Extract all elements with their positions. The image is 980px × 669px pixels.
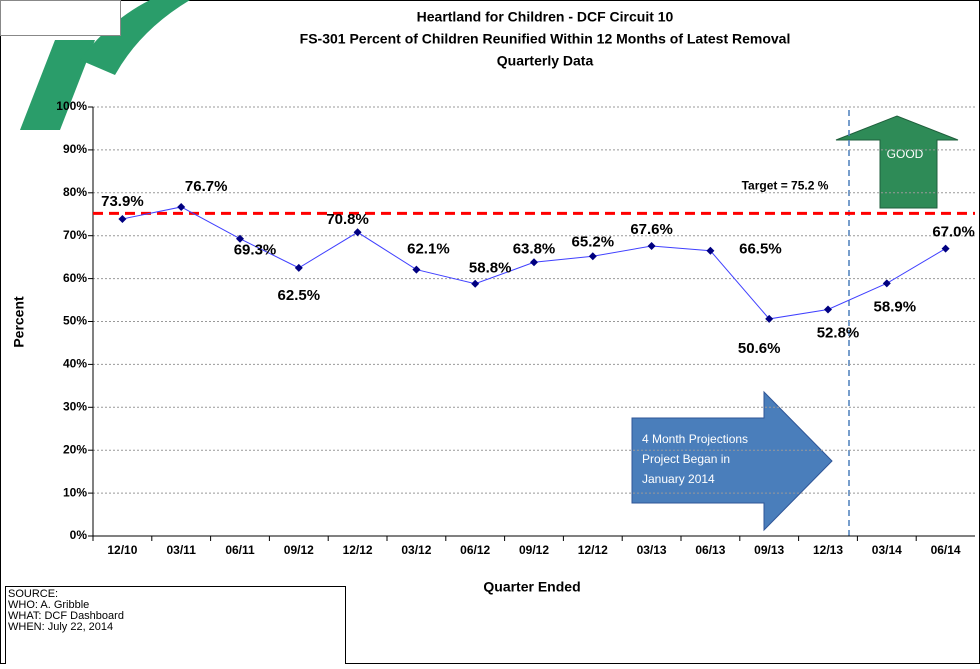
data-label: 58.9%	[874, 298, 917, 315]
data-point	[471, 279, 480, 288]
data-point	[353, 228, 362, 237]
y-tick-label: 90%	[63, 142, 87, 156]
data-label: 69.3%	[234, 242, 277, 259]
data-point	[588, 252, 597, 261]
data-label: 70.8%	[326, 211, 369, 228]
x-tick-label: 09/13	[754, 543, 784, 557]
source-text: SOURCE:	[8, 588, 58, 600]
x-tick-label: 03/12	[401, 543, 431, 557]
data-label: 66.5%	[739, 241, 782, 258]
y-tick-label: 0%	[70, 528, 88, 542]
projection-note: Project Began in	[642, 452, 730, 466]
y-tick-label: 80%	[63, 185, 87, 199]
data-point	[118, 214, 127, 223]
y-tick-label: 50%	[63, 314, 87, 328]
x-tick-label: 12/12	[343, 543, 373, 557]
y-tick-label: 40%	[63, 357, 87, 371]
chart-title: Heartland for Children - DCF Circuit 10	[417, 9, 674, 25]
y-axis-label: Percent	[11, 296, 27, 348]
y-tick-label: 10%	[63, 485, 87, 499]
data-label: 50.6%	[738, 340, 781, 357]
good-label: GOOD	[887, 147, 924, 161]
y-tick-label: 70%	[63, 228, 87, 242]
data-point	[412, 265, 421, 274]
data-point	[177, 202, 186, 211]
source-text: WHO: A. Gribble	[8, 599, 89, 611]
x-tick-label: 12/12	[578, 543, 608, 557]
y-tick-label: 60%	[63, 271, 87, 285]
chart-title: FS-301 Percent of Children Reunified Wit…	[300, 31, 791, 47]
x-tick-label: 12/13	[813, 543, 843, 557]
x-tick-label: 06/12	[460, 543, 490, 557]
x-tick-label: 06/11	[225, 543, 255, 557]
projection-arrow: 4 Month Projections Project Began in Jan…	[631, 390, 833, 532]
good-arrow: GOOD	[835, 115, 959, 209]
source-box: SOURCE: WHO: A. Gribble WHAT: DCF Dashbo…	[5, 586, 346, 667]
data-point	[824, 305, 832, 314]
data-label: 67.0%	[932, 224, 975, 241]
target-label: Target = 75.2 %	[742, 179, 829, 193]
data-label: 62.1%	[407, 241, 450, 258]
y-tick-label: 20%	[63, 442, 87, 456]
x-tick-label: 03/14	[872, 543, 902, 557]
x-tick-label: 06/13	[695, 543, 725, 557]
data-point	[882, 279, 891, 288]
y-tick-label: 30%	[63, 399, 87, 413]
chart-title: Quarterly Data	[497, 53, 594, 69]
data-label: 63.8%	[513, 240, 556, 257]
data-point	[530, 258, 538, 267]
data-point	[236, 234, 244, 243]
x-tick-label: 09/12	[519, 543, 549, 557]
data-point	[294, 263, 303, 272]
data-label: 58.8%	[469, 260, 512, 277]
data-label: 52.8%	[817, 324, 860, 341]
x-tick-label: 06/14	[931, 543, 961, 557]
x-tick-label: 03/11	[167, 543, 197, 557]
data-label: 62.5%	[278, 287, 321, 304]
data-point	[941, 244, 950, 253]
plot: 0% 10% 20% 30% 40% 50% 60% 70% 80% 90% 100% 12/10 03…	[56, 99, 975, 557]
x-tick-label: 12/10	[107, 543, 137, 557]
x-tick-label: 09/12	[284, 543, 314, 557]
data-point	[647, 241, 656, 250]
projection-note: January 2014	[642, 472, 715, 486]
source-text: WHEN: July 22, 2014	[8, 621, 113, 633]
data-label: 76.7%	[185, 178, 228, 195]
x-tick-label: 03/13	[637, 543, 667, 557]
x-axis-label: Quarter Ended	[483, 579, 580, 595]
data-point	[765, 314, 774, 323]
projection-note: 4 Month Projections	[642, 432, 748, 446]
source-text: WHAT: DCF Dashboard	[8, 610, 124, 622]
data-label: 73.9%	[101, 193, 144, 210]
y-tick-label: 100%	[56, 99, 87, 113]
data-point	[706, 246, 715, 255]
data-label: 65.2%	[572, 233, 615, 250]
data-label: 67.6%	[630, 221, 673, 238]
watermark	[0, 0, 190, 130]
